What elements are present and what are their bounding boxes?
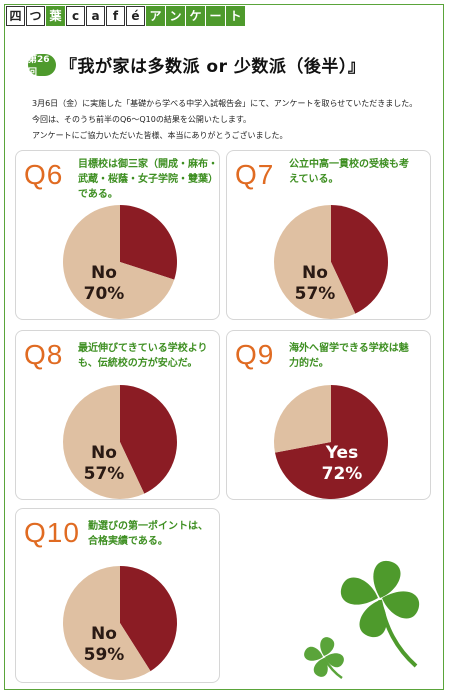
question-number: Q8 xyxy=(24,339,64,370)
pie-chart xyxy=(62,385,177,499)
question-line: 海外へ留学できる学校は魅 xyxy=(289,343,409,354)
question-card-q10: Q10 勤選びの第一ポイントは、 合格実績である。 No 59% xyxy=(15,508,220,683)
pie-label: No 57% xyxy=(79,443,129,485)
clover-decoration xyxy=(304,560,420,680)
question-line: 合格実績である。 xyxy=(88,536,168,547)
pie-label: No 70% xyxy=(79,263,129,305)
question-line: である。 xyxy=(78,189,118,200)
pie-label: No 59% xyxy=(79,624,129,666)
pie-label-name: No xyxy=(91,263,117,283)
question-line: 勤選びの第一ポイントは、 xyxy=(88,521,208,532)
pie-label-name: Yes xyxy=(325,443,359,463)
page-header: 第26回 『我が家は多数派 or 少数派（後半）』 xyxy=(28,52,366,78)
brand-char: 葉 xyxy=(46,6,65,26)
pie-label-value: 57% xyxy=(294,284,336,304)
pie-label-value: 59% xyxy=(83,645,125,665)
pie-slice-no xyxy=(274,385,331,453)
pie-label-name: No xyxy=(91,443,117,463)
question-line: えている。 xyxy=(289,174,339,185)
pie-chart xyxy=(274,205,388,319)
question-card-q6: Q6 目標校は御三家（開成・麻布・ 武蔵・桜蔭・女子学院・雙葉） である。 No… xyxy=(15,150,220,320)
pie-slice-no xyxy=(274,205,356,319)
pie-chart xyxy=(274,385,388,499)
page-title: 『我が家は多数派 or 少数派（後半）』 xyxy=(60,57,366,77)
question-card-q7: Q7 公立中高一貫校の受検も考 えている。 No 57% xyxy=(226,150,431,320)
brand-char: つ xyxy=(26,6,45,26)
brand-char: f xyxy=(106,6,125,26)
page-frame xyxy=(4,4,444,690)
brand-char: 四 xyxy=(6,6,25,26)
question-line: 最近伸びてきている学校より xyxy=(78,343,208,354)
question-line: 力的だ。 xyxy=(289,358,329,369)
question-text: 海外へ留学できる学校は魅 力的だ。 xyxy=(289,341,409,371)
question-number: Q9 xyxy=(235,339,275,370)
question-line: も、伝統校の方が安心だ。 xyxy=(78,358,198,369)
pie-label-value: 72% xyxy=(321,464,363,484)
question-line: 公立中高一貫校の受検も考 xyxy=(289,159,409,170)
question-text: 勤選びの第一ポイントは、 合格実績である。 xyxy=(88,519,208,549)
question-card-q9: Q9 海外へ留学できる学校は魅 力的だ。 Yes 72% xyxy=(226,330,431,500)
question-line: 武蔵・桜蔭・女子学院・雙葉） xyxy=(78,174,218,185)
pie-slice-yes xyxy=(275,385,388,499)
pie-slice-no xyxy=(62,385,145,499)
brand-char: a xyxy=(86,6,105,26)
question-number: Q7 xyxy=(235,159,275,190)
pie-slice-no xyxy=(63,205,175,319)
brand-logo: 四 つ 葉 c a f é ア ン ケ ー ト xyxy=(6,6,246,26)
brand-char: c xyxy=(66,6,85,26)
pie-slice-yes xyxy=(120,566,178,672)
pie-label-name: No xyxy=(302,263,328,283)
brand-char: ン xyxy=(166,6,185,26)
pie-chart xyxy=(63,566,178,680)
brand-char: ト xyxy=(226,6,245,26)
intro-text: 3月6日（金）に実施した「基礎から学べる中学入試報告会」にて、アンケートを取らせ… xyxy=(32,96,432,144)
question-number: Q6 xyxy=(24,159,64,190)
brand-char: ー xyxy=(206,6,225,26)
large-clover-icon xyxy=(340,560,420,668)
pie-label: No 57% xyxy=(290,263,340,305)
question-line: 目標校は御三家（開成・麻布・ xyxy=(78,159,218,170)
brand-char: é xyxy=(126,6,145,26)
pie-label-name: No xyxy=(91,624,117,644)
pie-slice-yes xyxy=(331,205,388,314)
pie-label: Yes 72% xyxy=(312,443,372,485)
pie-slice-yes xyxy=(120,205,177,280)
intro-line: アンケートにご協力いただいた皆様、本当にありがとうございました。 xyxy=(32,131,288,140)
question-text: 目標校は御三家（開成・麻布・ 武蔵・桜蔭・女子学院・雙葉） である。 xyxy=(78,157,218,202)
intro-line: 3月6日（金）に実施した「基礎から学べる中学入試報告会」にて、アンケートを取らせ… xyxy=(32,99,418,108)
intro-line: 今回は、そのうち前半のQ6〜Q10の結果を公開いたします。 xyxy=(32,115,252,124)
pie-slice-yes xyxy=(120,385,177,494)
pie-label-value: 57% xyxy=(83,464,125,484)
question-text: 公立中高一貫校の受検も考 えている。 xyxy=(289,157,409,187)
brand-char: ケ xyxy=(186,6,205,26)
issue-badge: 第26回 xyxy=(28,53,56,78)
question-number: Q10 xyxy=(24,517,80,548)
question-card-q8: Q8 最近伸びてきている学校より も、伝統校の方が安心だ。 No 57% xyxy=(15,330,220,500)
pie-label-value: 70% xyxy=(83,284,125,304)
pie-chart xyxy=(63,205,177,319)
question-text: 最近伸びてきている学校より も、伝統校の方が安心だ。 xyxy=(78,341,208,371)
brand-char: ア xyxy=(146,6,165,26)
pie-slice-no xyxy=(63,566,151,680)
small-clover-icon xyxy=(304,637,344,680)
